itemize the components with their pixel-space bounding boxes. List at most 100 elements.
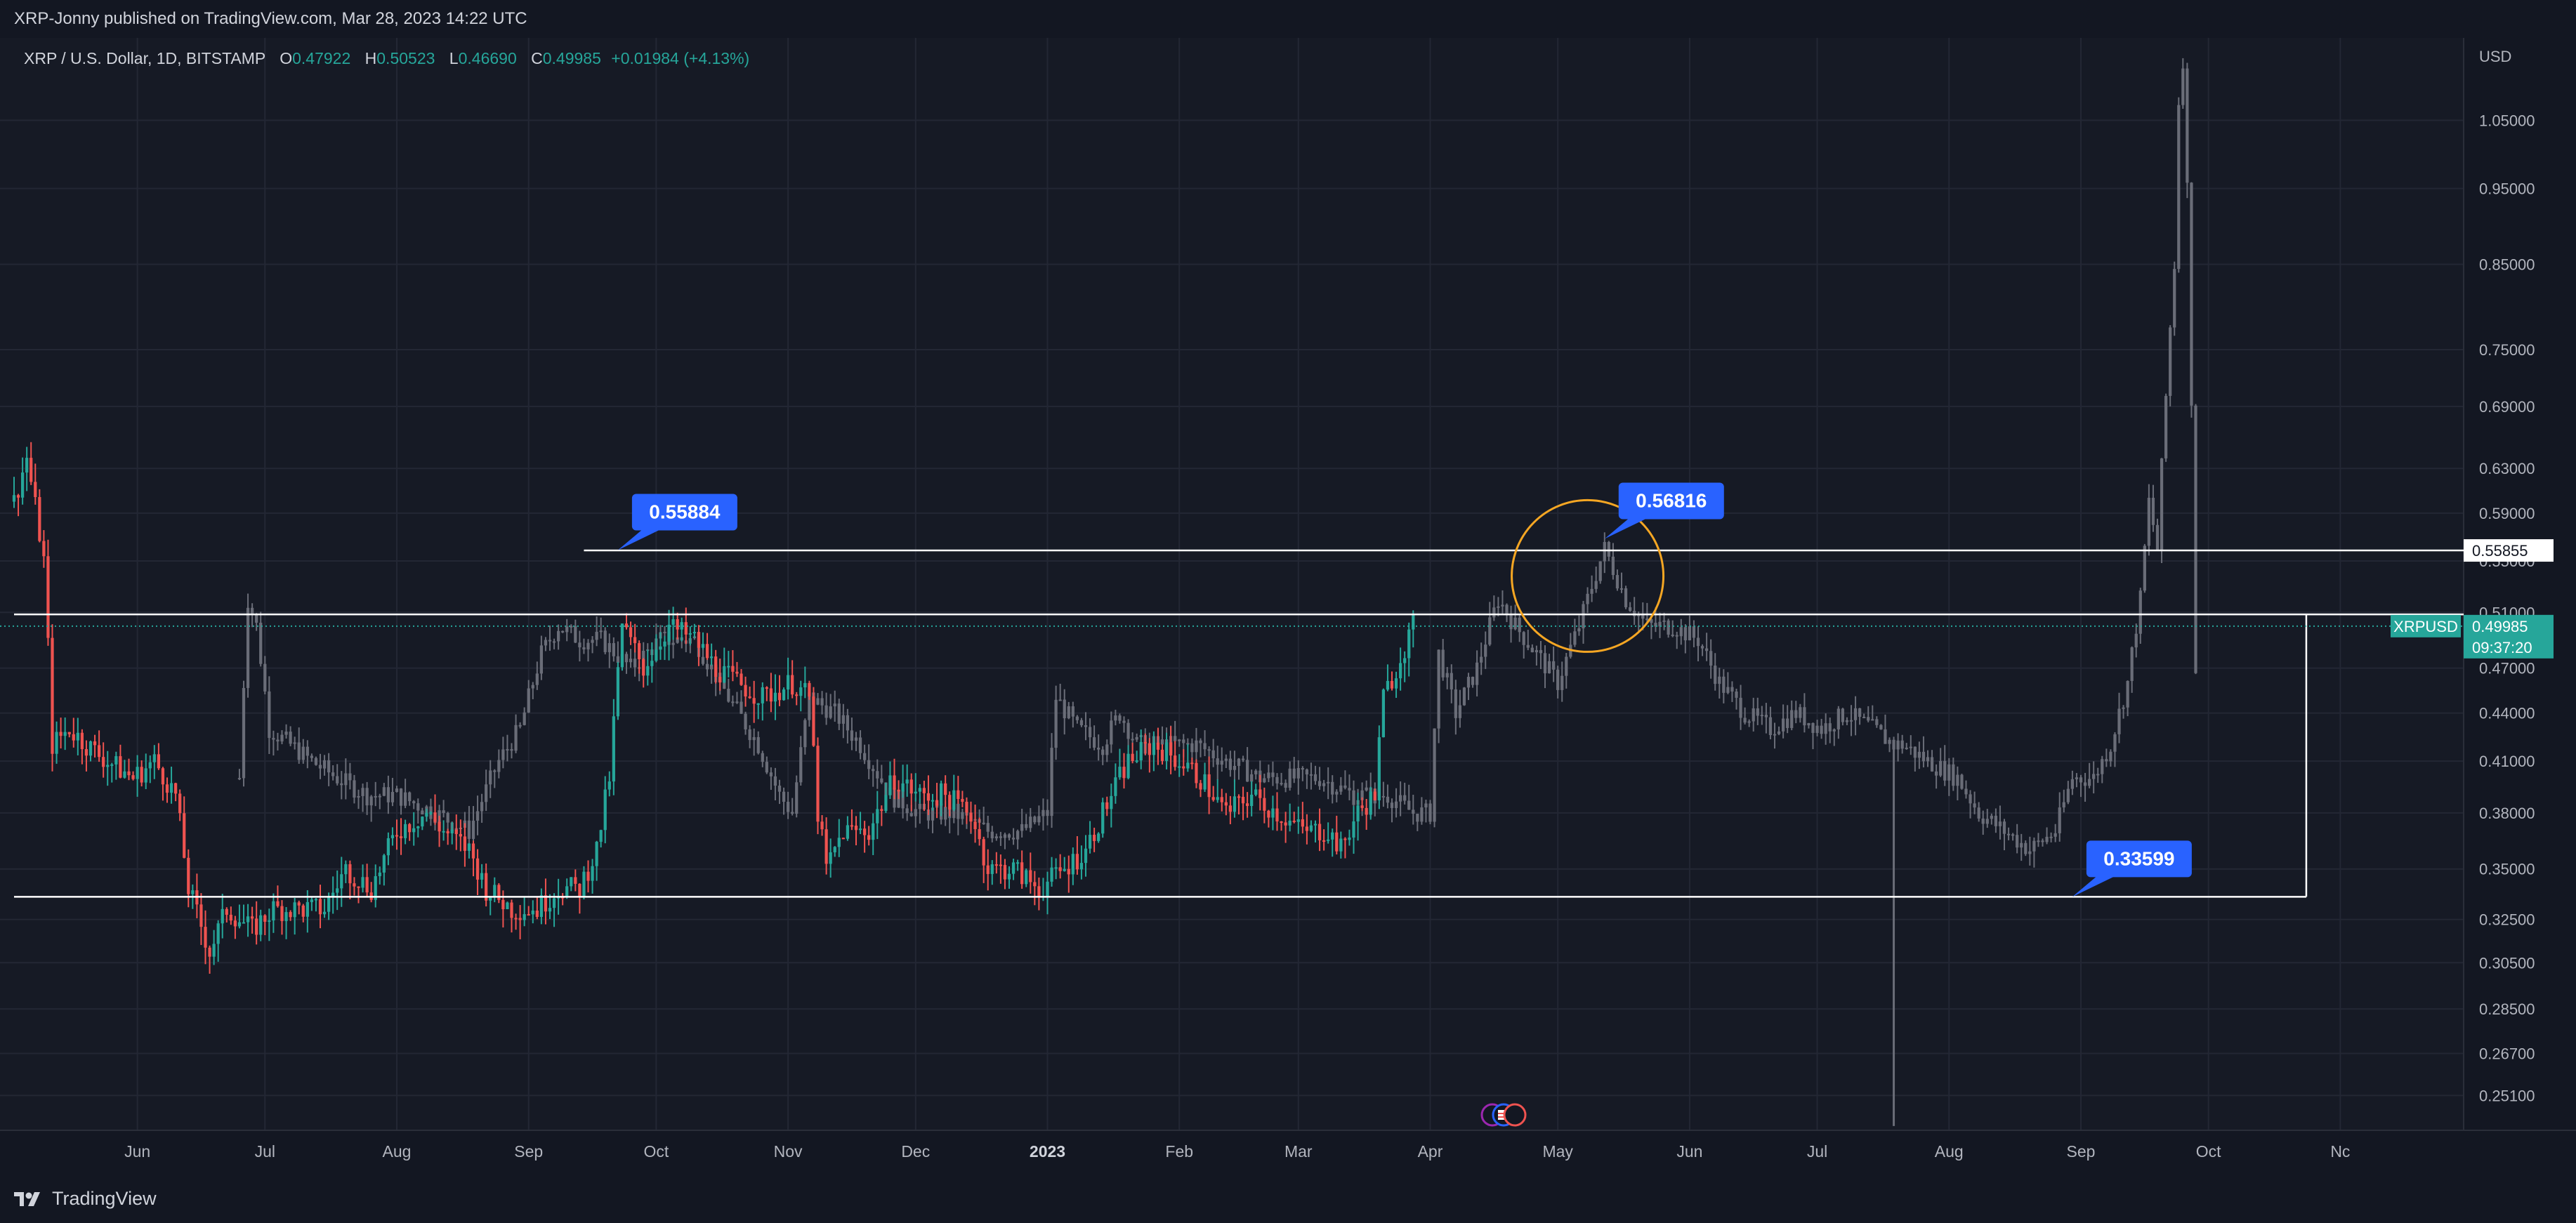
candle-body <box>535 673 539 685</box>
candle-body <box>1896 740 1900 750</box>
candle-body <box>926 809 931 821</box>
candle-body <box>1317 781 1322 786</box>
dividend-event-icon[interactable] <box>1503 1103 1527 1127</box>
candle-body <box>905 779 909 784</box>
candle-body <box>1360 790 1364 800</box>
candle-body <box>612 643 615 656</box>
candle-body <box>1768 717 1773 735</box>
candle-body <box>506 749 509 751</box>
candle-body <box>1224 802 1228 806</box>
candle-body <box>1118 715 1122 721</box>
candle-body <box>1718 676 1721 685</box>
candle-body <box>846 715 850 731</box>
candle-body <box>1824 723 1827 734</box>
candle-body <box>1054 867 1058 869</box>
candle-body <box>2053 833 2057 837</box>
candle-body <box>1105 802 1109 809</box>
candle-body <box>1582 604 1585 628</box>
candle-body <box>114 756 118 765</box>
candle-body <box>565 886 569 898</box>
candle-body <box>574 626 577 643</box>
candle-body <box>544 895 548 912</box>
candle-body <box>808 682 811 697</box>
candle-body <box>1203 743 1207 750</box>
candle-body <box>246 607 250 688</box>
candle-body <box>268 920 271 923</box>
candle-body <box>1696 637 1700 647</box>
candle-body <box>931 800 935 802</box>
candle-body <box>1390 680 1394 689</box>
candle-body <box>1331 832 1334 840</box>
price-axis-label: 0.35000 <box>2479 861 2535 878</box>
tradingview-logo[interactable]: TradingView <box>14 1188 157 1210</box>
candle-body <box>1237 758 1241 766</box>
candle-body <box>1020 824 1024 831</box>
candle-body <box>1271 808 1275 818</box>
time-axis-label: Jun <box>124 1142 150 1161</box>
candle-body <box>1025 824 1028 828</box>
candle-body <box>1985 819 1989 824</box>
price-grid <box>0 119 2464 1097</box>
candle-body <box>276 739 280 742</box>
price-axis-label: 0.32500 <box>2479 911 2535 929</box>
time-axis-label: Jul <box>1807 1142 1827 1161</box>
candle-body <box>1182 739 1185 743</box>
candle-body <box>1811 722 1815 733</box>
candle-body <box>612 716 615 782</box>
candle-body <box>506 902 509 910</box>
candle-body <box>548 908 552 912</box>
time-axis-label: Jul <box>255 1142 275 1161</box>
time-axis-label: Dec <box>901 1142 930 1161</box>
candle-body <box>1284 822 1287 826</box>
candle-body <box>884 795 888 812</box>
candle-body <box>1131 739 1134 741</box>
candle-body <box>340 874 343 889</box>
candle-body <box>80 732 84 750</box>
candle-body <box>1505 604 1509 616</box>
candle-body <box>29 458 33 482</box>
candle-body <box>1033 882 1037 887</box>
candle-body <box>744 685 747 697</box>
candle-body <box>1322 783 1326 786</box>
candle-body <box>2101 759 2104 774</box>
candle-body <box>1484 644 1487 657</box>
candle-body <box>765 762 768 773</box>
candle-body <box>862 753 867 760</box>
candle-body <box>46 556 50 638</box>
candle-body <box>1135 736 1138 740</box>
candle-body <box>761 687 764 703</box>
candle-body <box>1245 803 1249 807</box>
candle-body <box>671 619 675 625</box>
candle-body <box>795 694 799 696</box>
candle-body <box>1164 742 1169 761</box>
candle-body <box>1250 774 1254 782</box>
candle-body <box>939 783 943 806</box>
candle-body <box>782 791 786 802</box>
candle-body <box>2032 840 2036 852</box>
candle-body <box>1688 626 1692 641</box>
candle-body <box>1309 774 1313 776</box>
candle-body <box>1216 797 1219 800</box>
candle-body <box>582 871 586 897</box>
candle-body <box>1254 789 1258 795</box>
candle-body <box>1186 743 1190 745</box>
legend-high: 0.50523 <box>376 49 435 67</box>
candle-body <box>501 749 505 760</box>
candle-body <box>327 897 331 912</box>
candle-body <box>1671 634 1674 636</box>
candle-body <box>1084 848 1088 864</box>
candle-body <box>1037 886 1041 897</box>
candle-body <box>1174 736 1177 741</box>
candle-body <box>38 497 41 541</box>
candle-body <box>578 642 581 648</box>
candle-body <box>2194 405 2197 673</box>
candle-body <box>709 664 714 670</box>
candle-body <box>140 767 143 783</box>
candle-body <box>961 799 964 802</box>
candle-body <box>769 688 773 702</box>
candle-body <box>1535 649 1539 653</box>
publish-line: XRP-Jonny published on TradingView.com, … <box>14 9 527 28</box>
overlay-fractal-series <box>237 58 2197 1126</box>
candle-body <box>2186 68 2189 183</box>
price-chart[interactable]: Jun Jul Aug Sep Oct Nov Dec 2023 Feb Mar Apr May Jun… <box>0 38 2576 1177</box>
